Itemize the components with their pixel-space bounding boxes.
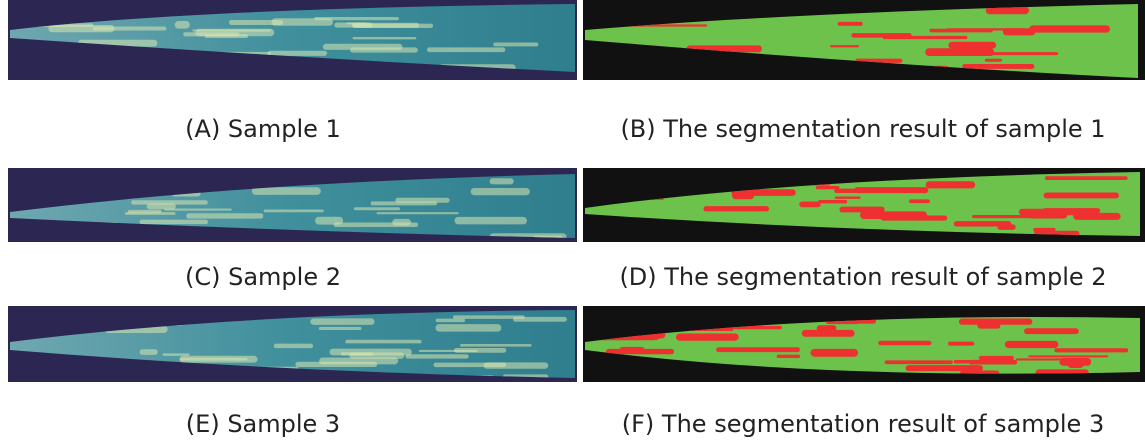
streak (811, 349, 858, 357)
streak (323, 44, 403, 50)
streak (1044, 192, 1119, 198)
caption: (C) Sample 2 (185, 263, 341, 291)
streak (1024, 328, 1079, 334)
streak (972, 215, 1041, 218)
streak (180, 358, 248, 361)
caption: (E) Sample 3 (186, 410, 340, 438)
streak (314, 17, 399, 20)
streak (140, 349, 158, 355)
streak (732, 192, 754, 199)
streak (183, 32, 239, 36)
streak (926, 181, 975, 188)
streak (1003, 28, 1035, 35)
streak (830, 45, 859, 47)
streak (1005, 341, 1059, 348)
streak (419, 350, 478, 352)
caption: (F) The segmentation result of sample 3 (622, 410, 1104, 438)
streak (453, 315, 525, 318)
streak (352, 23, 419, 28)
streak (839, 207, 884, 213)
streak (883, 36, 968, 39)
streak (295, 362, 377, 367)
streak (948, 342, 974, 346)
streak (405, 354, 468, 358)
streak (835, 197, 861, 199)
streak (460, 344, 531, 347)
streak (471, 188, 530, 195)
streak (377, 212, 459, 214)
streak (676, 334, 739, 341)
streak (163, 353, 190, 355)
streak (268, 51, 327, 56)
streak (427, 47, 505, 52)
streak (860, 211, 927, 219)
streak (777, 355, 800, 358)
streak (606, 349, 674, 354)
streak (345, 340, 421, 344)
page: (A) Sample 1 (B) The segmentation result… (0, 0, 1145, 446)
streak (997, 224, 1015, 229)
streak (703, 206, 769, 211)
streak (909, 199, 930, 203)
streak (493, 43, 538, 47)
streak (1059, 358, 1091, 366)
streak (310, 318, 374, 324)
streak (979, 356, 1014, 360)
streak (878, 341, 931, 345)
streak (125, 212, 176, 215)
streak (799, 201, 820, 207)
streak (264, 209, 324, 212)
streak (817, 325, 837, 331)
figure: (A) Sample 1 (B) The segmentation result… (0, 0, 1145, 446)
streak (175, 21, 190, 29)
streak (186, 213, 263, 218)
streak (1019, 209, 1078, 215)
streak (274, 344, 313, 348)
streak (1045, 176, 1128, 180)
streak (969, 360, 1018, 365)
streak (352, 37, 416, 39)
streak (192, 29, 271, 31)
streak (977, 323, 1000, 329)
streak (985, 59, 1002, 62)
streak (1028, 355, 1108, 357)
streak (435, 324, 501, 331)
streak (334, 222, 419, 227)
streak (1073, 213, 1120, 220)
streak (454, 217, 527, 224)
streak (354, 207, 400, 210)
streak (436, 319, 465, 322)
streak (490, 178, 514, 184)
streak (838, 22, 863, 26)
streak (885, 360, 953, 364)
streak (252, 187, 321, 195)
streak (854, 187, 928, 193)
streak (929, 29, 992, 33)
streak (816, 186, 840, 189)
caption: (B) The segmentation result of sample 1 (620, 115, 1105, 143)
caption: (D) The segmentation result of sample 2 (619, 263, 1106, 291)
streak (147, 203, 176, 209)
streak (395, 198, 449, 203)
streak (948, 42, 996, 49)
streak (140, 220, 209, 225)
streak (906, 365, 983, 371)
streak (1054, 348, 1128, 352)
streak (434, 363, 507, 368)
streak (818, 200, 847, 203)
streak (1029, 25, 1110, 32)
streak (962, 64, 1034, 69)
streak (716, 347, 800, 352)
caption: (A) Sample 1 (185, 115, 341, 143)
streak (983, 52, 1058, 55)
streak (319, 327, 362, 330)
streak (341, 352, 374, 355)
